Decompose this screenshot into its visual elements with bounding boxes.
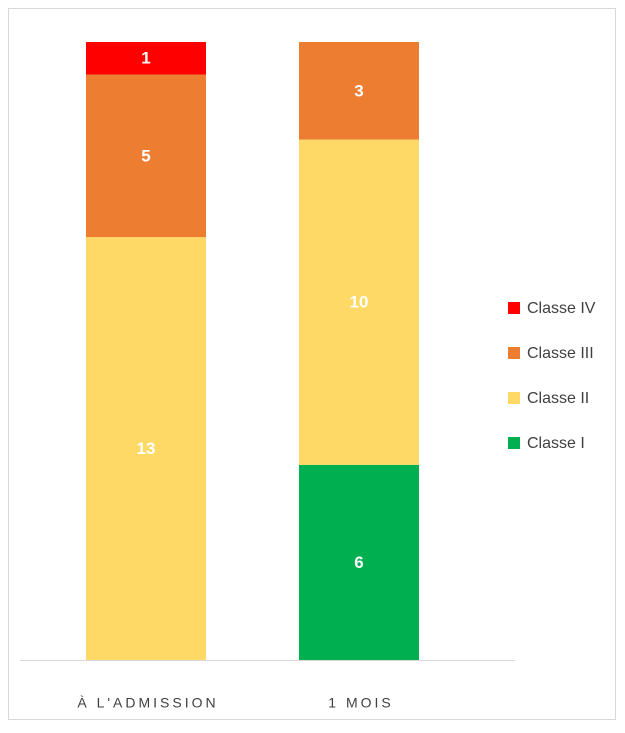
data-label: 3 (354, 81, 363, 100)
legend-label: Classe IV (527, 300, 596, 317)
bar-segment (86, 42, 206, 75)
legend-label: Classe I (527, 435, 585, 452)
legend-label: Classe II (527, 390, 589, 407)
data-label: 10 (350, 293, 369, 312)
data-label: 5 (141, 146, 150, 165)
data-label: 1 (141, 49, 150, 68)
data-label: 6 (354, 553, 363, 572)
x-tick-label: À L'ADMISSION (77, 695, 218, 711)
bar-segment (299, 42, 419, 140)
data-label: 13 (137, 439, 156, 458)
bar-segment (86, 237, 206, 660)
legend-swatch (508, 347, 520, 359)
legend-swatch (508, 437, 520, 449)
legend-label: Classe III (527, 345, 594, 362)
legend-swatch (508, 392, 520, 404)
bar-segment (86, 74, 206, 238)
bar-segment (299, 139, 419, 465)
legend-swatch (508, 302, 520, 314)
x-tick-label: 1 MOIS (328, 695, 393, 711)
bar-segment (299, 464, 419, 660)
